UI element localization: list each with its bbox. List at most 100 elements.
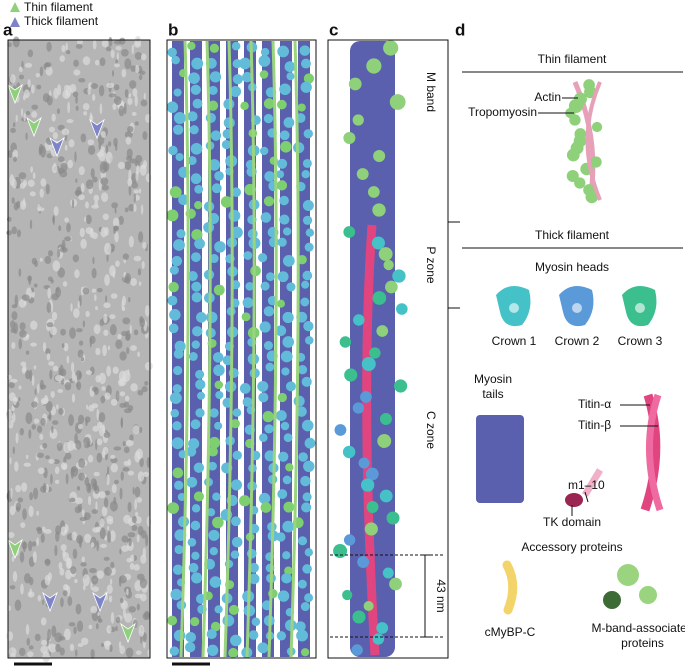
myosin-head — [300, 81, 312, 93]
texture — [135, 64, 140, 74]
m-band-protein — [366, 58, 382, 74]
texture — [110, 454, 116, 460]
texture — [137, 471, 145, 482]
texture — [10, 487, 13, 500]
texture — [69, 327, 76, 339]
callout-label: TK domain — [543, 515, 601, 529]
texture — [27, 651, 34, 658]
texture — [43, 529, 52, 534]
texture — [134, 52, 142, 60]
texture — [55, 479, 60, 484]
texture — [14, 599, 22, 611]
texture — [114, 207, 117, 214]
myosin-head — [386, 511, 400, 525]
texture — [96, 452, 103, 463]
texture — [137, 389, 144, 396]
myosin-head — [231, 187, 241, 197]
texture — [95, 306, 98, 311]
texture — [51, 163, 58, 174]
texture — [51, 420, 59, 425]
texture — [124, 395, 130, 402]
texture — [89, 567, 97, 574]
texture — [75, 178, 78, 183]
texture — [44, 559, 51, 565]
texture — [53, 206, 59, 216]
texture — [18, 298, 27, 308]
texture — [113, 40, 122, 45]
texture — [110, 612, 115, 624]
texture — [127, 177, 133, 187]
repeat-bracket — [420, 554, 430, 638]
texture — [15, 502, 21, 511]
myosin-head — [297, 536, 308, 546]
texture — [109, 265, 116, 277]
myosin-head — [275, 325, 287, 337]
texture — [72, 548, 78, 559]
texture — [135, 650, 142, 655]
texture — [39, 257, 43, 262]
texture — [134, 121, 139, 126]
myosin-head — [191, 504, 201, 513]
texture — [11, 341, 16, 350]
myosin-head — [389, 577, 402, 591]
texture — [82, 56, 91, 66]
texture — [40, 417, 46, 426]
myosin-head — [263, 341, 273, 351]
texture — [131, 516, 137, 524]
texture — [15, 114, 18, 122]
myosin-head — [169, 392, 182, 405]
texture — [133, 189, 140, 194]
myosin-head — [191, 57, 204, 70]
myosin-head — [265, 362, 275, 372]
myosin-head — [169, 309, 181, 321]
texture — [82, 584, 86, 591]
myosin-head — [280, 350, 293, 363]
texture — [70, 466, 74, 479]
texture — [106, 253, 109, 263]
texture — [53, 87, 59, 100]
texture — [65, 569, 72, 580]
texture — [73, 59, 79, 68]
texture — [79, 516, 87, 522]
myosin-head — [301, 376, 312, 387]
texture — [36, 452, 45, 459]
myosin-head — [232, 74, 243, 85]
texture — [99, 161, 108, 174]
texture — [62, 281, 68, 287]
texture — [62, 90, 71, 99]
texture — [66, 118, 74, 124]
texture — [65, 473, 69, 485]
myosin-head — [366, 501, 379, 513]
texture — [87, 145, 96, 155]
myosin-head — [167, 502, 180, 514]
texture — [129, 158, 138, 164]
myosin-head — [361, 357, 376, 371]
texture — [119, 597, 124, 604]
myosin-head — [333, 544, 348, 558]
myosin-head — [166, 101, 179, 113]
m-band-protein — [383, 40, 399, 56]
myosin-head — [220, 196, 233, 208]
texture — [145, 114, 151, 123]
myosin-head — [260, 47, 270, 57]
texture — [66, 222, 71, 233]
myosin-head — [223, 117, 235, 129]
texture — [122, 441, 126, 447]
texture — [89, 336, 92, 348]
texture — [37, 207, 45, 212]
myosin-head — [263, 113, 274, 124]
texture — [61, 128, 70, 136]
myosin-head — [258, 253, 268, 263]
texture — [107, 345, 111, 351]
texture — [136, 534, 140, 543]
texture — [87, 139, 95, 146]
myosin-head — [174, 480, 184, 491]
texture — [98, 491, 106, 499]
texture — [103, 302, 111, 309]
texture — [138, 74, 143, 81]
myosin-head — [228, 604, 239, 615]
texture — [71, 393, 76, 403]
texture — [90, 648, 95, 659]
texture — [105, 46, 112, 52]
myosin-head — [353, 314, 365, 326]
